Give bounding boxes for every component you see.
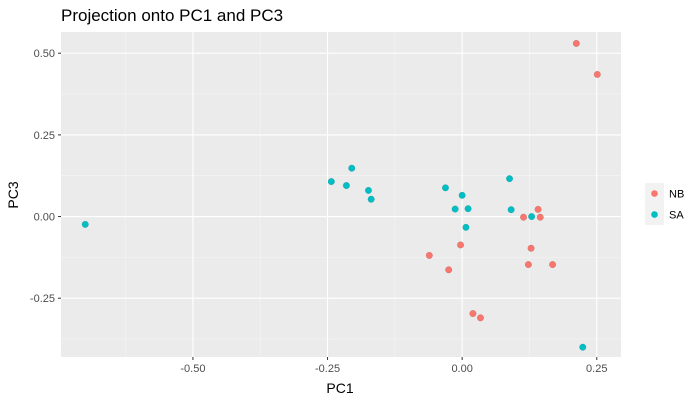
x-tick-label: 0.25 — [586, 363, 607, 375]
legend-symbol-nb — [651, 190, 658, 197]
data-point-sa — [327, 178, 335, 186]
grid-layer — [61, 32, 621, 357]
x-tick-label: 0.00 — [451, 363, 472, 375]
data-point-sa — [364, 186, 373, 194]
x-tick-label: -0.50 — [180, 363, 205, 375]
data-point-sa — [505, 175, 514, 183]
data-point-nb — [549, 261, 557, 269]
data-point-nb — [519, 213, 528, 221]
tick-layer: -0.50 -0.25 0.00 0.25 0.50 0.25 0.00 -0.25 — [30, 48, 608, 375]
data-point-nb — [425, 251, 433, 259]
data-point-sa — [342, 181, 350, 190]
data-point-sa — [441, 184, 450, 192]
legend-label-sa: SA — [669, 210, 684, 222]
data-point-nb — [593, 70, 601, 79]
x-axis-title: PC1 — [326, 380, 353, 396]
data-point-nb — [476, 314, 485, 322]
y-tick-label: 0.25 — [34, 130, 55, 142]
data-point-sa — [81, 220, 89, 228]
data-point-sa — [348, 164, 356, 172]
data-point-sa — [528, 212, 536, 221]
data-point-sa — [579, 343, 587, 351]
x-tick-label: -0.25 — [315, 363, 340, 375]
data-point-sa — [464, 205, 472, 213]
data-point-sa — [507, 206, 515, 214]
data-point-sa — [451, 205, 459, 213]
data-point-nb — [445, 266, 453, 274]
data-point-nb — [524, 261, 532, 269]
data-point-nb — [572, 39, 580, 47]
y-axis-title: PC3 — [5, 181, 21, 208]
y-tick-label: 0.50 — [34, 48, 55, 60]
data-point-sa — [458, 191, 466, 199]
data-point-nb — [469, 310, 477, 318]
data-point-nb — [534, 205, 542, 213]
y-tick-label: 0.00 — [34, 212, 55, 224]
point-layer — [81, 39, 601, 351]
legend: NB SA — [645, 183, 684, 225]
data-point-nb — [456, 241, 465, 249]
plot-panel — [61, 32, 621, 357]
data-point-sa — [462, 223, 470, 231]
legend-symbol-sa — [651, 211, 658, 218]
chart-title: Projection onto PC1 and PC3 — [61, 6, 283, 25]
data-point-nb — [527, 244, 535, 252]
data-point-sa — [367, 195, 375, 203]
data-point-nb — [536, 213, 544, 221]
y-tick-label: -0.25 — [30, 293, 55, 305]
legend-label-nb: NB — [669, 189, 684, 201]
